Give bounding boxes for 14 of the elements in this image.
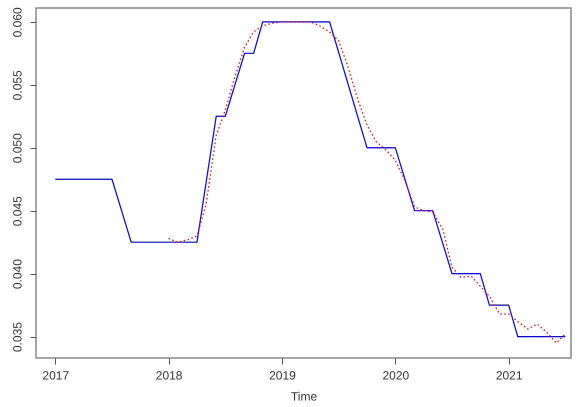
y-tick-label: 0.045 bbox=[10, 196, 24, 226]
y-tick-label: 0.060 bbox=[10, 7, 24, 38]
y-tick-label: 0.055 bbox=[10, 70, 24, 100]
line-series bbox=[168, 21, 566, 344]
y-tick-label: 0.040 bbox=[10, 258, 24, 290]
x-tick-label: 2018 bbox=[156, 368, 183, 382]
y-tick-label: 0.050 bbox=[10, 132, 24, 164]
x-tick-label: 2021 bbox=[496, 368, 523, 382]
y-tick-label: 0.035 bbox=[10, 322, 24, 352]
x-tick-label: 2019 bbox=[269, 368, 296, 382]
line-series bbox=[54, 21, 566, 338]
x-axis-title: Time bbox=[290, 390, 318, 404]
x-tick-label: 2020 bbox=[382, 368, 410, 382]
x-tick-label: 2017 bbox=[42, 368, 70, 382]
